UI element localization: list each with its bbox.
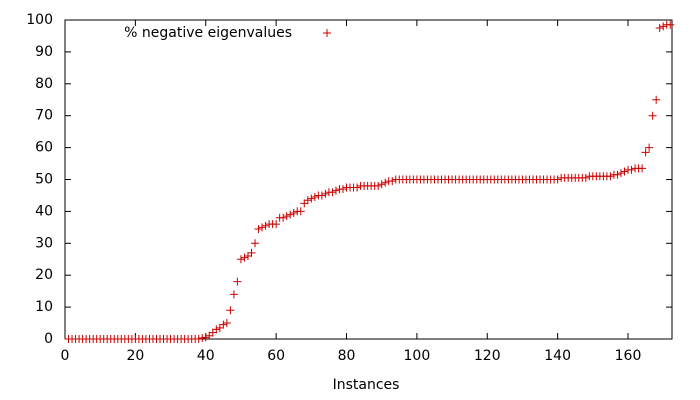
y-tick-label: 80 <box>35 76 53 92</box>
point <box>286 210 295 219</box>
legend-label: % negative eigenvalues <box>124 25 292 41</box>
point <box>317 191 326 200</box>
point <box>201 333 210 342</box>
point <box>240 253 249 262</box>
x-tick-label: 140 <box>544 348 571 364</box>
point <box>219 320 228 329</box>
point <box>261 221 270 230</box>
point <box>606 172 615 181</box>
point <box>300 199 309 208</box>
point <box>353 183 362 192</box>
point <box>581 173 590 182</box>
legend-marker <box>323 29 331 37</box>
point <box>296 207 305 216</box>
point <box>652 95 661 104</box>
x-tick-label: 40 <box>197 348 215 364</box>
point <box>645 143 654 152</box>
y-tick-label: 30 <box>35 235 53 251</box>
point <box>613 170 622 179</box>
point <box>272 220 281 229</box>
point <box>236 255 245 264</box>
y-tick-label: 100 <box>26 12 53 28</box>
y-tick-label: 70 <box>35 108 53 124</box>
point <box>307 194 316 203</box>
point <box>282 212 291 221</box>
point <box>205 331 214 340</box>
point <box>215 323 224 332</box>
x-tick-label: 60 <box>267 348 285 364</box>
x-tick-label: 100 <box>404 348 431 364</box>
y-tick-label: 40 <box>35 203 53 219</box>
y-tick-label: 10 <box>35 299 53 315</box>
x-tick-label: 160 <box>615 348 642 364</box>
point <box>553 175 562 184</box>
y-tick-label: 50 <box>35 172 53 188</box>
point <box>377 180 386 189</box>
y-tick-label: 60 <box>35 140 53 156</box>
point <box>331 186 340 195</box>
point <box>243 252 252 261</box>
point <box>222 319 231 328</box>
y-tick-label: 0 <box>44 331 53 347</box>
point <box>198 334 207 343</box>
x-axis-label: Instances <box>333 377 400 393</box>
point <box>229 290 238 299</box>
x-tick-label: 20 <box>126 348 144 364</box>
point <box>251 239 260 248</box>
point <box>616 169 625 178</box>
x-tick-label: 120 <box>474 348 501 364</box>
point <box>208 328 217 337</box>
point <box>321 189 330 198</box>
point <box>659 22 668 31</box>
point <box>247 248 256 257</box>
x-tick-label: 80 <box>338 348 356 364</box>
point <box>374 181 383 190</box>
point <box>381 178 390 187</box>
point <box>233 277 242 286</box>
point <box>303 196 312 205</box>
point <box>648 111 657 120</box>
point <box>289 208 298 217</box>
point <box>638 164 647 173</box>
point <box>627 165 636 174</box>
point <box>388 177 397 186</box>
point <box>279 213 288 222</box>
y-tick-label: 20 <box>35 267 53 283</box>
y-tick-label: 90 <box>35 44 53 60</box>
point <box>226 306 235 315</box>
point <box>310 193 319 202</box>
point <box>194 335 203 343</box>
point <box>212 325 221 334</box>
point <box>254 224 263 233</box>
point <box>620 167 629 176</box>
point <box>641 148 650 157</box>
point <box>258 223 267 232</box>
x-tick-label: 0 <box>61 348 70 364</box>
point <box>328 188 337 197</box>
point <box>666 20 675 29</box>
point <box>655 23 664 32</box>
point <box>338 185 347 194</box>
